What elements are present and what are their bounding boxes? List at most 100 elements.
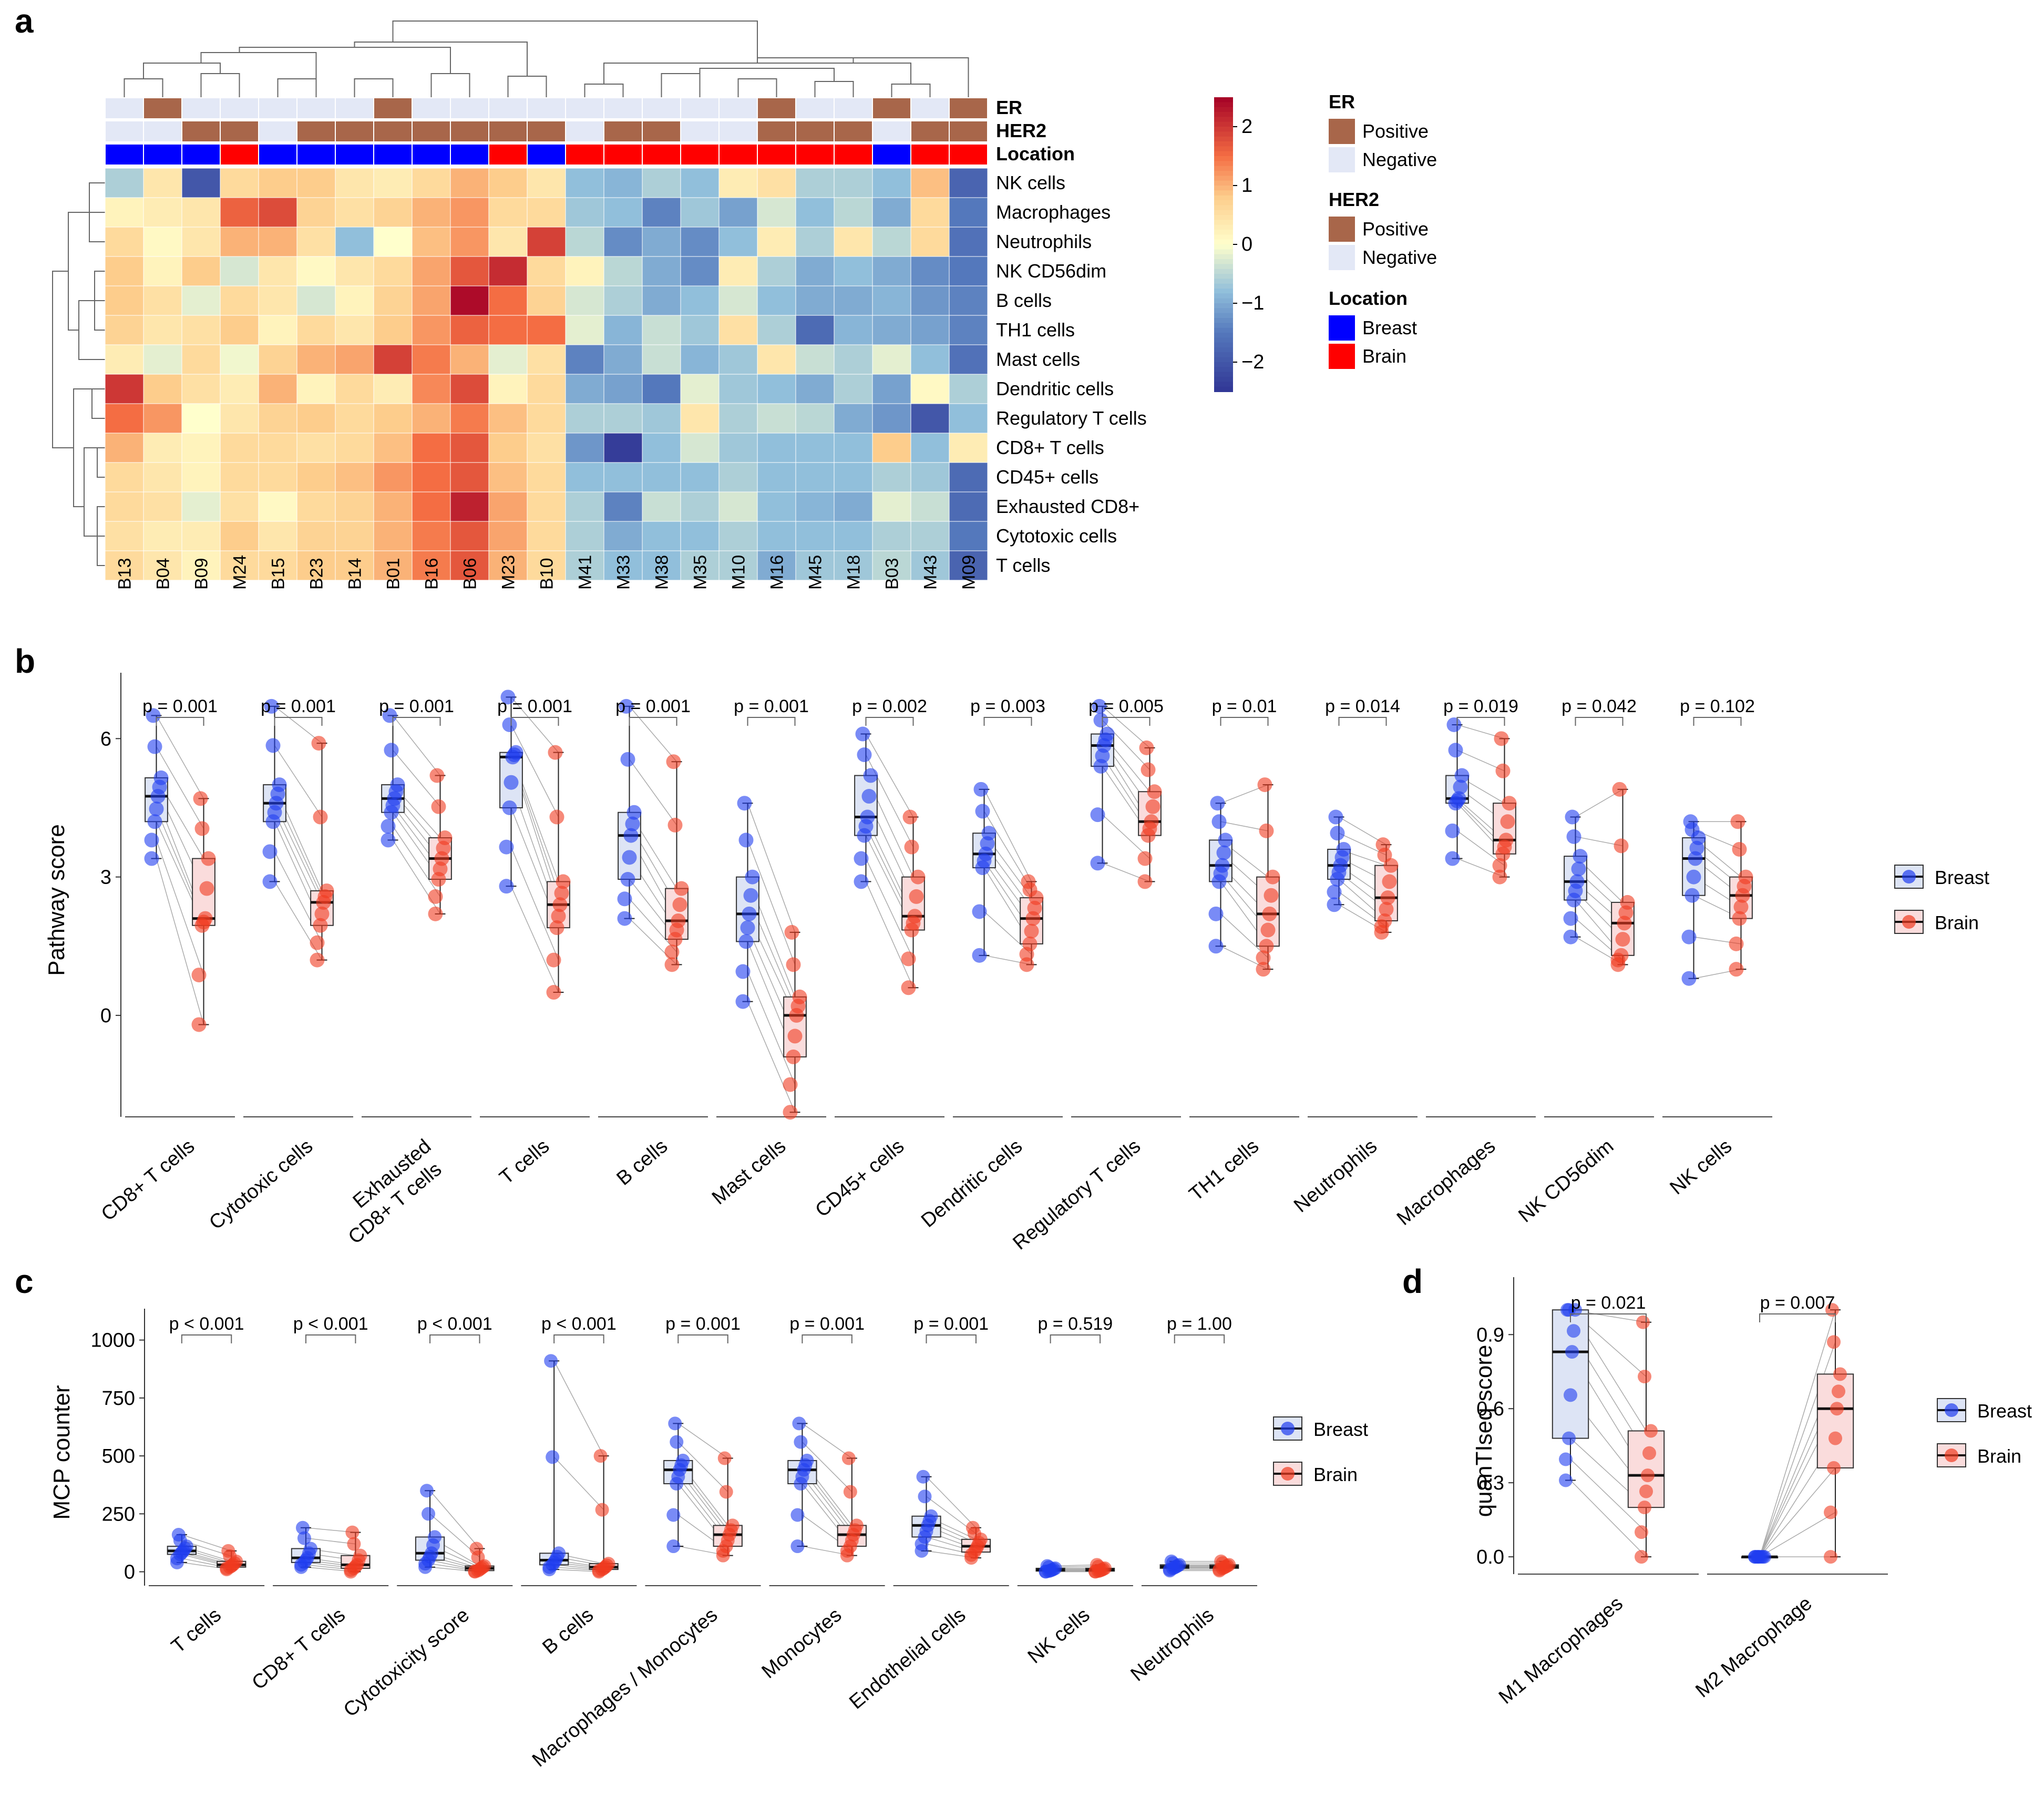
breast-point [173,1534,187,1548]
heatmap-column-label: M38 [652,555,672,590]
breast-point [674,1458,689,1472]
heatmap-cell [680,168,720,198]
legend-label: Breast [1935,867,1989,888]
heatmap-column-label: M16 [767,555,787,590]
annotation-cell [105,120,144,142]
breast-point [740,920,755,936]
paired-line [677,1423,728,1459]
colorbar-step [1214,323,1233,328]
brain-point [1639,1484,1653,1498]
heatmap-cell [603,168,643,198]
heatmap-row-labels: NK cells Macrophages Neutrophils NK CD56dim… [996,172,1147,576]
breast-point [980,836,995,851]
heatmap-cell [373,344,413,375]
colorbar-step [1214,357,1233,363]
breast-point [1689,840,1704,856]
brain-point [549,809,564,825]
heatmap-cell [105,227,144,257]
category-label: B cells [538,1604,598,1659]
paired-line [747,840,796,965]
breast-point [385,798,400,813]
heatmap-cell [910,227,950,257]
breast-point [798,1458,813,1472]
heatmap-row-label: Mast cells [996,348,1080,370]
breast-point [922,1514,937,1528]
heatmap-column-label: M24 [230,555,250,590]
y-tick-label: 0.3 [1476,1472,1504,1494]
annotation-cell [603,120,643,142]
brain-point [964,1548,978,1562]
heatmap-cell [488,256,528,286]
heatmap-cell [757,462,796,492]
legend-label: Negative [1362,246,1437,268]
heatmap-cell [680,227,720,257]
breast-point [265,738,281,753]
colorbar-step [1214,269,1233,274]
brain-point [666,754,681,769]
heatmap-cell [412,491,451,522]
paired-line [510,696,559,753]
breast-point [422,1507,436,1521]
breast-point [1166,1556,1180,1570]
heatmap-cell [488,315,528,345]
brain-point [1147,784,1162,799]
heatmap-cell [910,374,950,404]
heatmap-cell [949,197,988,228]
heatmap-cell [872,285,911,316]
brain-point [1374,919,1389,934]
breast-point [794,1435,808,1449]
colorbar-step [1214,352,1233,358]
heatmap-cell [220,491,259,522]
paired-line [802,1442,852,1492]
heatmap-cell [258,521,297,551]
heatmap-cell [373,462,413,492]
paired-line [1220,913,1269,958]
brain-point [1137,874,1153,889]
heatmap-cell [949,315,988,345]
breast-point [388,784,404,799]
heatmap-cell [949,285,988,316]
paired-line [1102,814,1151,859]
heatmap-cell [488,197,528,228]
p-value-label: p = 0.014 [1325,696,1400,716]
heatmap-cell [872,403,911,434]
legend-swatch [1329,217,1355,242]
heatmap-cell [757,433,796,463]
breast-point [738,934,754,949]
heatmap-cell [450,403,489,434]
paired-line [1759,1512,1836,1557]
brain-point [552,897,568,912]
breast-point [544,1354,558,1368]
heatmap-cell [181,197,221,228]
heatmap-row-label: CD8+ T cells [996,437,1104,458]
heatmap-cell [757,168,796,198]
breast-point [270,786,285,802]
annotation-cell [527,143,566,166]
breast-point [858,819,874,834]
heatmap-cell [105,433,144,463]
heatmap-cell [450,285,489,316]
heatmap-cell [527,285,566,316]
heatmap-cell [105,285,144,316]
breast-point [737,796,752,811]
brain-point [1019,947,1034,962]
paired-line [983,789,1032,882]
breast-point [617,911,632,926]
heatmap-cell [910,256,950,286]
heatmap-cell [910,285,950,316]
heatmap-cell [949,374,988,404]
brain-point [1497,839,1512,855]
heatmap-cell [910,168,950,198]
breast-point [855,726,870,742]
breast-point [1681,929,1697,944]
paired-line [510,886,559,993]
paired-line [1759,1467,1836,1557]
panel-letter-a: a [15,2,34,40]
significance-bracket [1174,1334,1225,1343]
heatmap-cell [181,168,221,198]
annotation-cell [603,97,643,119]
breast-point [1565,1345,1579,1359]
breast-point [420,1484,434,1498]
heatmap-cell [450,168,489,198]
brain-point [313,918,328,933]
